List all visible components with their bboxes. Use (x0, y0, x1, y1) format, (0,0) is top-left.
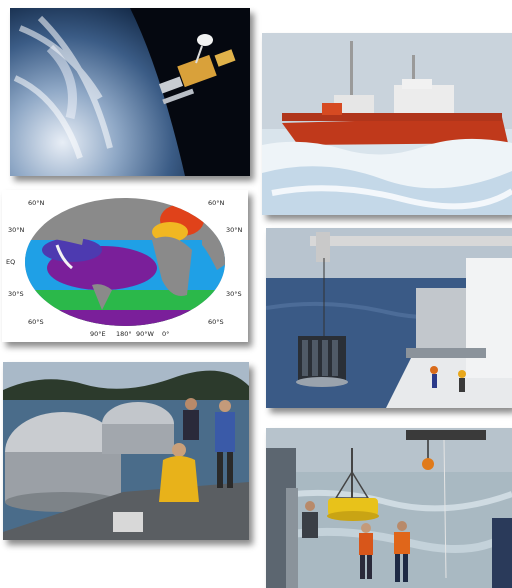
map-label-90w: 90°W (136, 330, 155, 338)
crew-icon (302, 501, 410, 582)
enclosure-icon (5, 402, 174, 512)
map-label-60n-right: 60°N (208, 199, 225, 207)
satellite-icon (158, 34, 236, 105)
map-label-0: 0° (162, 330, 169, 338)
photo-mesocosm (3, 362, 249, 540)
photo-ship-deck-rosette (266, 228, 512, 408)
ctd-rosette-icon (296, 336, 348, 387)
researcher-icon (159, 398, 235, 502)
map-label-60s-right: 60°S (208, 318, 224, 326)
ship-icon (282, 41, 508, 145)
map-label-90e: 90°E (90, 330, 106, 338)
map-label-30s-right: 30°S (226, 290, 242, 298)
map-label-60n-left: 60°N (28, 199, 45, 207)
map-label-30n-left: 30°N (8, 226, 25, 234)
photo-ocean-map: 60°N 30°N EQ 30°S 60°S 60°N 30°N 30°S 60… (2, 190, 248, 342)
map-label-180: 180° (116, 330, 132, 338)
map-label-30n-right: 30°N (226, 226, 243, 234)
photo-icebreaker (262, 33, 512, 215)
map-label-60s-left: 60°S (28, 318, 44, 326)
buoy-icon (327, 448, 379, 521)
photo-buoy-deployment (266, 428, 512, 588)
map-label-eq-left: EQ (6, 258, 15, 266)
map-label-30s-left: 30°S (8, 290, 24, 298)
photo-satellite (10, 8, 250, 176)
